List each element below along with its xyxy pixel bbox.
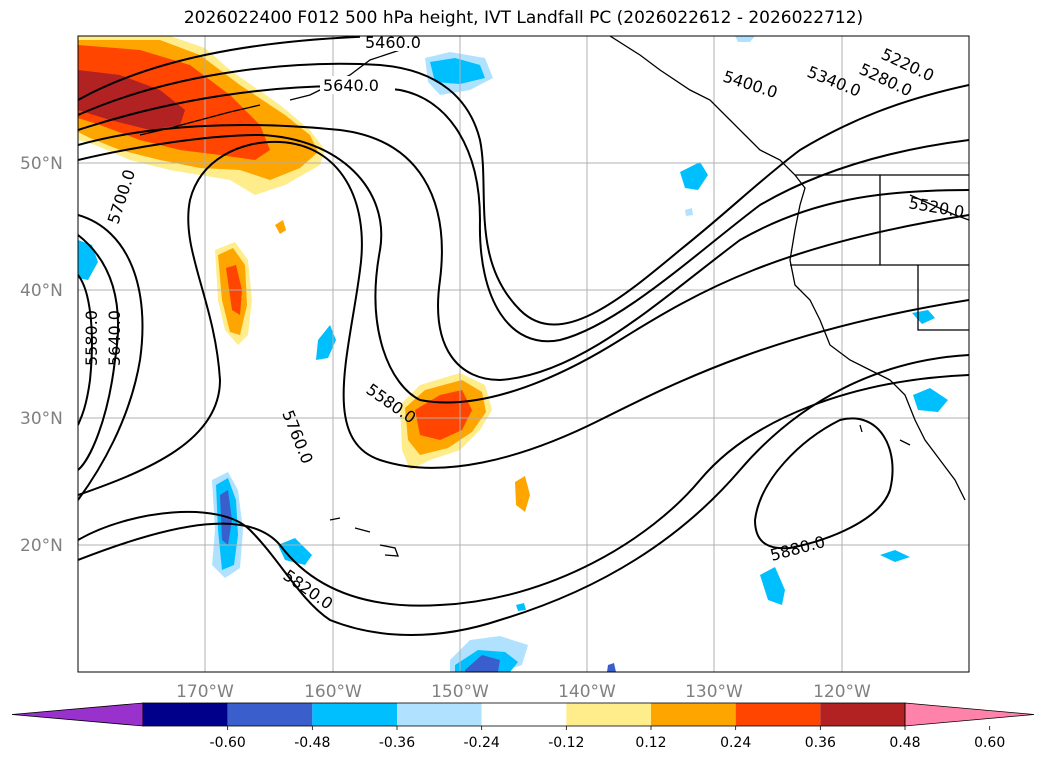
positive-anomaly-shading (78, 36, 530, 512)
colorbar-extend-low (11, 702, 144, 727)
plot-area: 5460.0 5640.0 5400.0 5340.0 5280.0 5220.… (78, 33, 969, 672)
colorbar-segment (735, 703, 821, 726)
lon-label: 170°W (176, 682, 234, 702)
colorbar-outline (142, 702, 906, 727)
colorbar-segment (227, 703, 313, 726)
colorbar-segment (566, 703, 651, 726)
colorbar-tick-label: 0.12 (635, 735, 666, 751)
contour-label: 5460.0 (365, 33, 421, 52)
plot-frame (77, 35, 970, 673)
colorbar-segment (481, 703, 567, 726)
contour-label: 5580.0 (82, 310, 101, 366)
map-title: 2026022400 F012 500 hPa height, IVT Land… (183, 8, 864, 28)
contour-label: 5640.0 (323, 76, 379, 95)
height-contours (78, 36, 969, 636)
longitude-labels: 170°W 160°W 150°W 140°W 130°W 120°W (176, 682, 871, 702)
colorbar-segment (397, 703, 482, 726)
lon-label: 140°W (558, 682, 616, 702)
lon-label: 160°W (304, 682, 362, 702)
latitude-labels: 50°N 40°N 30°N 20°N (20, 154, 63, 556)
lat-label: 30°N (20, 409, 63, 429)
lat-label: 50°N (20, 154, 63, 174)
colorbar-segment (651, 703, 736, 726)
colorbar-tick-label: 0.36 (805, 735, 836, 751)
colorbar-segment (312, 703, 397, 726)
colorbar: -0.60 -0.48 -0.36 -0.24 -0.12 0.12 0.24 0.36 0.4… (11, 702, 1035, 751)
colorbar-tick-label: 0.24 (720, 735, 751, 751)
colorbar-tick-label: -0.60 (210, 735, 246, 751)
colorbar-tick-label: -0.24 (464, 735, 500, 751)
colorbar-tick-label: 0.48 (889, 735, 920, 751)
colorbar-tick-label: 0.60 (974, 735, 1005, 751)
colorbar-segment (143, 703, 228, 726)
lon-label: 150°W (431, 682, 489, 702)
colorbar-tick-label: -0.36 (379, 735, 415, 751)
contour-label: 5640.0 (105, 310, 124, 366)
colorbar-tick-label: -0.48 (294, 735, 330, 751)
lat-label: 20°N (20, 536, 63, 556)
lon-label: 130°W (685, 682, 743, 702)
lat-label: 40°N (20, 281, 63, 301)
colorbar-extend-high (904, 702, 1035, 727)
colorbar-tick-label: -0.12 (548, 735, 584, 751)
lon-label: 120°W (813, 682, 871, 702)
colorbar-segment (820, 703, 905, 726)
